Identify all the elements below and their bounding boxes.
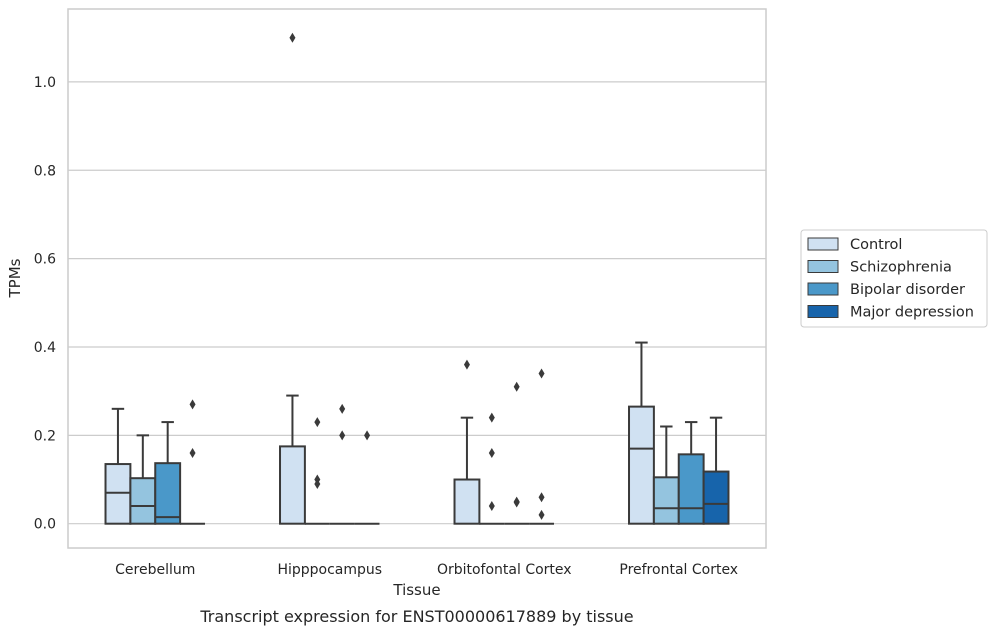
gridlines xyxy=(68,81,766,525)
outlier-point xyxy=(364,430,371,441)
outlier-point xyxy=(189,399,196,410)
box-schizophrenia xyxy=(129,434,157,525)
box-schizophrenia xyxy=(479,412,505,525)
y-tick-label: 0.4 xyxy=(34,340,56,356)
box-body xyxy=(652,476,680,525)
outlier-point xyxy=(189,448,196,459)
box-major-depression xyxy=(180,399,205,525)
legend-label: Major depression xyxy=(850,305,974,321)
box-body xyxy=(628,405,655,525)
legend-frame xyxy=(800,229,988,328)
box-major-depression xyxy=(529,368,554,525)
legend-swatch xyxy=(807,305,839,318)
box-bipolar-disorder xyxy=(504,381,530,525)
outlier-point xyxy=(289,32,296,43)
y-tick-label: 0.6 xyxy=(34,252,56,268)
y-axis-title: TPMs xyxy=(6,258,24,298)
legend: Control Schizophrenia Bipolar disorder Majo… xyxy=(800,229,988,328)
box-bipolar-disorder xyxy=(329,403,355,525)
box-schizophrenia xyxy=(304,417,330,525)
outlier-point xyxy=(463,359,470,370)
box-major-depression xyxy=(702,416,730,525)
outlier-point xyxy=(488,448,495,459)
box-control xyxy=(104,407,132,525)
x-tick-label: Cerebellum xyxy=(115,562,195,578)
legend-swatch xyxy=(807,282,839,296)
outlier-point xyxy=(339,403,346,414)
y-tick-label: 1.0 xyxy=(34,75,56,91)
x-axis-title: Tissue xyxy=(392,581,440,599)
box-control xyxy=(628,341,655,525)
box-bipolar-disorder xyxy=(677,421,705,525)
x-tick-label: Prefrontal Cortex xyxy=(619,562,738,578)
outlier-point xyxy=(314,417,321,428)
box-body xyxy=(154,462,182,525)
y-tick-label: 0.0 xyxy=(34,517,56,533)
x-tick-label: Orbitofontal Cortex xyxy=(437,562,572,578)
plot-frame xyxy=(67,8,767,549)
y-tick-labels: 0.0 0.2 0.4 0.6 0.8 1.0 xyxy=(34,75,56,533)
outlier-point xyxy=(488,501,495,512)
legend-label: Bipolar disorder xyxy=(850,282,965,298)
chart-caption: Transcript expression for ENST0000061788… xyxy=(199,607,633,626)
box-body xyxy=(279,445,306,525)
y-tick-label: 0.8 xyxy=(34,163,56,179)
x-tick-labels: Cerebellum Hipppocampus Orbitofontal Corte… xyxy=(115,562,738,578)
outlier-point xyxy=(488,412,495,423)
box-control xyxy=(453,359,481,525)
box-body xyxy=(702,470,730,525)
box-major-depression xyxy=(354,430,380,525)
legend-label: Schizophrenia xyxy=(850,260,952,276)
outlier-point xyxy=(513,381,520,392)
box-body xyxy=(129,477,157,525)
y-tick-label: 0.2 xyxy=(34,428,56,444)
box-control xyxy=(279,32,306,525)
box-schizophrenia xyxy=(652,425,680,525)
outlier-point xyxy=(339,430,346,441)
legend-swatch xyxy=(807,260,839,273)
box-groups xyxy=(104,32,730,525)
outlier-point xyxy=(314,478,321,489)
outlier-point xyxy=(513,497,520,508)
box-body xyxy=(104,463,132,525)
box-body xyxy=(677,453,705,525)
outlier-point xyxy=(538,492,545,503)
legend-swatch xyxy=(807,237,839,251)
box-bipolar-disorder xyxy=(154,421,182,525)
legend-label: Control xyxy=(850,237,902,253)
x-tick-label: Hipppocampus xyxy=(277,562,382,578)
outlier-point xyxy=(538,368,545,379)
box-body xyxy=(453,478,481,525)
outlier-point xyxy=(538,509,545,520)
